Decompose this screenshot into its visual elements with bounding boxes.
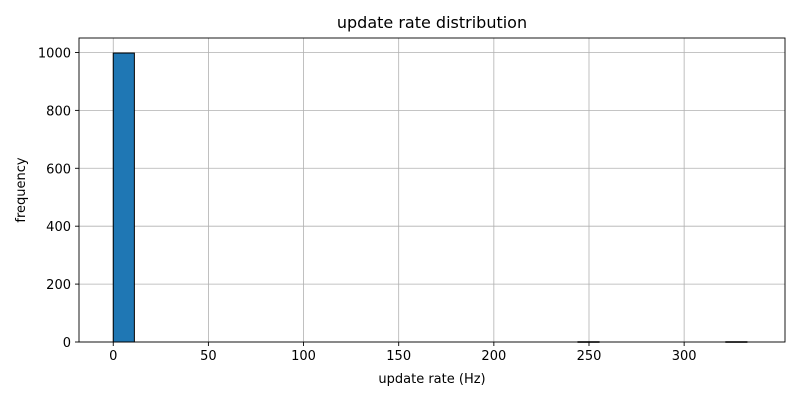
y-tick-label: 200: [46, 278, 71, 293]
ticks: 0 50 100 150 200 250 300 0 200 400 600 800 1000: [38, 46, 697, 364]
x-tick-label: 50: [200, 349, 217, 364]
x-tick-label: 250: [577, 349, 602, 364]
y-tick-label: 400: [46, 220, 71, 235]
x-tick-label: 150: [386, 349, 411, 364]
y-tick-label: 0: [63, 336, 71, 351]
y-tick-label: 600: [46, 162, 71, 177]
chart-title: update rate distribution: [337, 13, 527, 32]
y-tick-label: 800: [46, 104, 71, 119]
plot-frame: [78, 37, 786, 343]
histogram-bar: [112, 52, 135, 343]
y-axis-title: frequency: [14, 157, 29, 223]
grid: [79, 38, 785, 343]
x-tick-label: 100: [291, 349, 316, 364]
x-axis-title: update rate (Hz): [378, 372, 485, 387]
x-tick-label: 200: [481, 349, 506, 364]
y-tick-label: 1000: [38, 46, 71, 61]
x-tick-label: 300: [672, 349, 697, 364]
axes: [78, 37, 786, 343]
x-tick-label: 0: [109, 349, 117, 364]
